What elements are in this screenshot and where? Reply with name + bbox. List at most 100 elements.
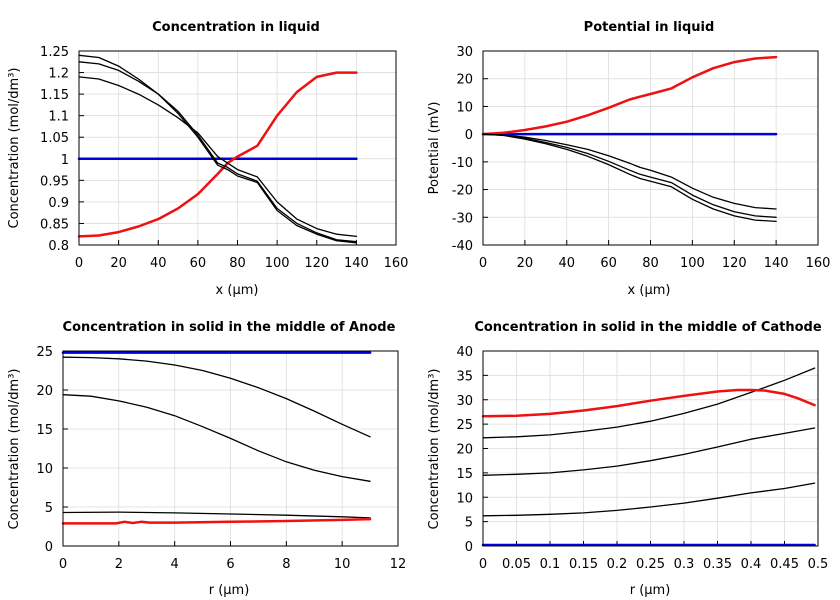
plot-frame: [62, 350, 399, 547]
chart-title: Potential in liquid: [584, 20, 715, 35]
y-tick-label: 1: [61, 153, 69, 168]
plot-frame: [482, 50, 819, 246]
x-tick-label: 120: [304, 256, 329, 271]
y-tick-label: 0.95: [40, 174, 69, 189]
x-tick-label: 0.3: [674, 557, 695, 572]
y-tick-label: 35: [456, 369, 473, 384]
series-line-black-3: [78, 76, 358, 238]
x-tick-label: 0.2: [607, 557, 628, 572]
y-tick-label: 40: [456, 345, 473, 360]
series-line-black-2: [482, 133, 777, 218]
x-tick-label: 0.5: [808, 557, 829, 572]
y-tick-label: 10: [456, 491, 473, 506]
series-line-black-2: [482, 427, 816, 476]
y-tick-label: 1.1: [48, 110, 69, 125]
x-tick-label: 8: [282, 557, 290, 572]
x-axis-label: r (µm): [630, 583, 671, 598]
x-tick-label: 40: [150, 256, 167, 271]
y-tick-label: 0: [45, 540, 53, 555]
y-tick-label: 25: [36, 345, 53, 360]
y-tick-label: 0: [465, 540, 473, 555]
x-tick-label: 80: [229, 256, 246, 271]
y-tick-label: -40: [452, 239, 473, 254]
x-tick-label: 40: [558, 256, 575, 271]
x-tick-label: 140: [344, 256, 369, 271]
y-tick-label: -10: [452, 156, 473, 171]
series-line-red: [481, 55, 778, 136]
x-tick-label: 0.1: [540, 557, 561, 572]
x-axis-label: x (µm): [216, 283, 259, 298]
x-tick-label: 0.4: [741, 557, 762, 572]
series-line-black-3: [482, 133, 777, 210]
series-line-black-1: [78, 54, 358, 244]
y-tick-label: 0.9: [48, 196, 69, 211]
series-line-black-1: [482, 482, 816, 517]
plot-frame: [78, 50, 397, 246]
x-tick-label: 0.35: [703, 557, 732, 572]
y-tick-label: 15: [456, 467, 473, 482]
x-tick-label: 0.45: [770, 557, 799, 572]
series-line-black-1: [482, 133, 777, 223]
x-tick-label: 0: [479, 557, 487, 572]
y-tick-label: 10: [36, 462, 53, 477]
x-tick-label: 100: [265, 256, 290, 271]
series-line-red: [77, 71, 358, 238]
series-line-red: [481, 388, 816, 418]
x-tick-label: 100: [680, 256, 705, 271]
y-tick-label: 15: [36, 423, 53, 438]
x-tick-label: 60: [600, 256, 617, 271]
plot-frame: [482, 350, 819, 547]
x-tick-label: 120: [722, 256, 747, 271]
x-tick-label: 0: [75, 256, 83, 271]
series-line-red: [61, 517, 372, 525]
x-tick-label: 4: [171, 557, 179, 572]
y-axis-label: Concentration (mol/dm³): [7, 369, 22, 530]
x-axis-label: r (µm): [209, 583, 250, 598]
x-tick-label: 6: [226, 557, 234, 572]
y-tick-label: 5: [465, 516, 473, 531]
y-tick-label: 1.15: [40, 88, 69, 103]
x-axis-label: x (µm): [628, 283, 671, 298]
y-axis-label: Concentration (mol/dm³): [427, 369, 442, 530]
x-tick-label: 0.25: [636, 557, 665, 572]
chart-concentration-solid-anode: Concentration in solid in the middle of …: [7, 320, 406, 598]
x-tick-label: 160: [806, 256, 831, 271]
y-tick-label: 20: [36, 384, 53, 399]
x-tick-label: 0.05: [502, 557, 531, 572]
x-tick-label: 2: [115, 557, 123, 572]
chart-potential-liquid: Potential in liquid 0 20 40 60 80 100 120 140 16…: [427, 20, 830, 298]
series-line-black-3: [482, 367, 816, 439]
series-line-black-2: [78, 61, 358, 243]
y-tick-label: 1.05: [40, 131, 69, 146]
y-tick-label: 25: [456, 418, 473, 433]
x-tick-label: 0.15: [569, 557, 598, 572]
series-line-black-2: [62, 394, 371, 482]
y-tick-label: 0.85: [40, 217, 69, 232]
y-tick-label: 30: [456, 394, 473, 409]
y-tick-label: 0: [465, 128, 473, 143]
x-tick-label: 12: [390, 557, 407, 572]
y-tick-label: -20: [452, 184, 473, 199]
y-tick-label: -30: [452, 211, 473, 226]
x-tick-label: 160: [384, 256, 409, 271]
y-tick-label: 20: [456, 443, 473, 458]
x-tick-label: 20: [110, 256, 127, 271]
chart-title: Concentration in solid in the middle of …: [474, 320, 822, 335]
series-line-black-1: [62, 356, 371, 438]
y-tick-label: 1.25: [40, 45, 69, 60]
y-axis-label: Concentration (mol/dm³): [7, 68, 22, 229]
x-tick-label: 80: [642, 256, 659, 271]
y-tick-label: 1.2: [48, 67, 69, 82]
series-line-black-3: [62, 511, 371, 519]
y-tick-label: 5: [45, 501, 53, 516]
y-tick-label: 20: [456, 73, 473, 88]
y-axis-label: Potential (mV): [427, 102, 442, 195]
x-tick-label: 140: [764, 256, 789, 271]
chart-title: Concentration in solid in the middle of …: [63, 320, 396, 335]
chart-concentration-solid-cathode: Concentration in solid in the middle of …: [427, 320, 828, 598]
x-tick-label: 0: [59, 557, 67, 572]
x-tick-label: 10: [334, 557, 351, 572]
x-tick-label: 60: [190, 256, 207, 271]
y-tick-label: 0.8: [48, 239, 69, 254]
